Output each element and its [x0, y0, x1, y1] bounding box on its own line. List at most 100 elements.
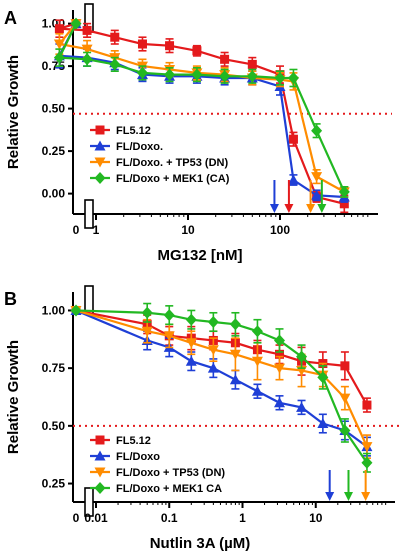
data-point: [136, 66, 148, 79]
series-line: [75, 309, 368, 448]
legend-item: FL/Doxo: [90, 450, 160, 463]
data-point: [296, 350, 308, 363]
y-tick-label: 0.00: [42, 187, 66, 201]
arrow-head: [306, 204, 316, 213]
x-tick-label: 100: [270, 223, 290, 237]
arrow-head: [325, 492, 335, 501]
data-point: [246, 70, 258, 83]
data-point: [165, 41, 175, 51]
data-point: [207, 316, 219, 328]
data-point: [82, 25, 92, 35]
legend-label: FL/Doxo. + TP53 (DN): [116, 157, 228, 169]
arrow-head: [344, 492, 354, 501]
ic50-arrow: [344, 470, 354, 501]
y-tick-label: 0.25: [42, 477, 66, 491]
legend-item: FL/Doxo. + TP53 (DN): [90, 157, 228, 169]
data-point: [339, 424, 351, 437]
x-tick-label: 0.01: [84, 511, 108, 525]
data-point: [339, 393, 351, 404]
x-axis-break: [84, 487, 94, 517]
ic50-arrow: [284, 180, 294, 213]
x-tick-label: 10: [181, 223, 195, 237]
legend-label: FL/Doxo.: [116, 141, 163, 153]
data-point: [311, 124, 323, 137]
legend-marker: [95, 125, 105, 135]
data-point: [229, 374, 241, 385]
data-point: [251, 356, 263, 367]
y-tick-label: 0.25: [42, 144, 66, 158]
legend-marker: [94, 157, 106, 168]
data-point: [70, 304, 82, 317]
data-point: [141, 306, 153, 319]
legend-marker: [95, 435, 105, 445]
legend-item: FL/Doxo + MEK1 CA: [90, 482, 222, 495]
data-point: [185, 313, 197, 326]
data-point: [339, 199, 349, 209]
data-point: [311, 172, 323, 183]
data-point: [191, 68, 203, 81]
y-axis-title: Relative Growth: [5, 55, 22, 169]
x-tick-label: 1: [239, 511, 246, 525]
data-point: [338, 185, 350, 198]
data-point: [163, 309, 175, 322]
x-tick-label: 1: [93, 223, 100, 237]
ic50-arrow: [306, 180, 316, 213]
ic50-arrow: [361, 470, 371, 501]
data-point: [109, 58, 121, 71]
arrow-head: [284, 204, 294, 213]
data-point: [229, 349, 241, 360]
data-point: [296, 401, 308, 412]
data-point: [219, 70, 231, 83]
data-point: [317, 418, 329, 429]
arrow-head: [269, 204, 279, 213]
data-point: [361, 442, 373, 453]
panel-label: B: [4, 289, 17, 309]
data-point: [220, 54, 230, 64]
y-tick-label: 0.50: [42, 102, 66, 116]
legend-label: FL/Doxo + TP53 (DN): [116, 467, 225, 479]
data-point: [361, 456, 373, 469]
data-point: [185, 355, 197, 366]
legend-marker: [94, 172, 106, 184]
data-point: [311, 189, 323, 200]
data-point: [70, 17, 82, 30]
data-point: [207, 362, 219, 373]
data-point: [192, 46, 202, 56]
data-point: [287, 72, 299, 84]
data-point: [251, 385, 263, 396]
data-point: [141, 326, 153, 337]
data-point: [137, 39, 147, 49]
data-point: [110, 32, 120, 42]
data-point: [317, 371, 329, 384]
data-point: [362, 400, 372, 410]
ic50-arrow: [269, 180, 279, 213]
chart-panel-B: B 1.00 0.75 0.50 0.25 0 0.01 0.1 1 10 Nutlin 3A (µ…: [4, 285, 400, 552]
legend-label: FL/Doxo: [116, 451, 160, 463]
panel-label: A: [4, 8, 17, 28]
x-axis-break: [84, 199, 94, 229]
legend-item: FL/Doxo + TP53 (DN): [90, 467, 225, 479]
data-point: [164, 68, 176, 81]
series-3: [70, 302, 373, 473]
legend-marker: [94, 140, 106, 151]
data-point: [207, 345, 219, 356]
data-point: [229, 318, 241, 331]
x-tick-label: 0: [73, 511, 80, 525]
legend-item: FL5.12: [90, 125, 151, 137]
data-point: [163, 331, 175, 342]
arrow-head: [361, 492, 371, 501]
data-point: [247, 59, 257, 69]
data-point: [53, 39, 65, 50]
data-point: [53, 51, 65, 64]
y-tick-label: 0.75: [42, 361, 66, 375]
arrow-head: [317, 204, 327, 213]
legend-item: FL5.12: [90, 435, 151, 447]
ic50-arrow: [325, 470, 335, 501]
x-tick-label: 0.1: [161, 511, 178, 525]
data-point: [54, 24, 64, 34]
data-point: [81, 53, 93, 66]
legend-label: FL/Doxo + MEK1 CA: [116, 483, 222, 495]
data-point: [251, 325, 263, 338]
